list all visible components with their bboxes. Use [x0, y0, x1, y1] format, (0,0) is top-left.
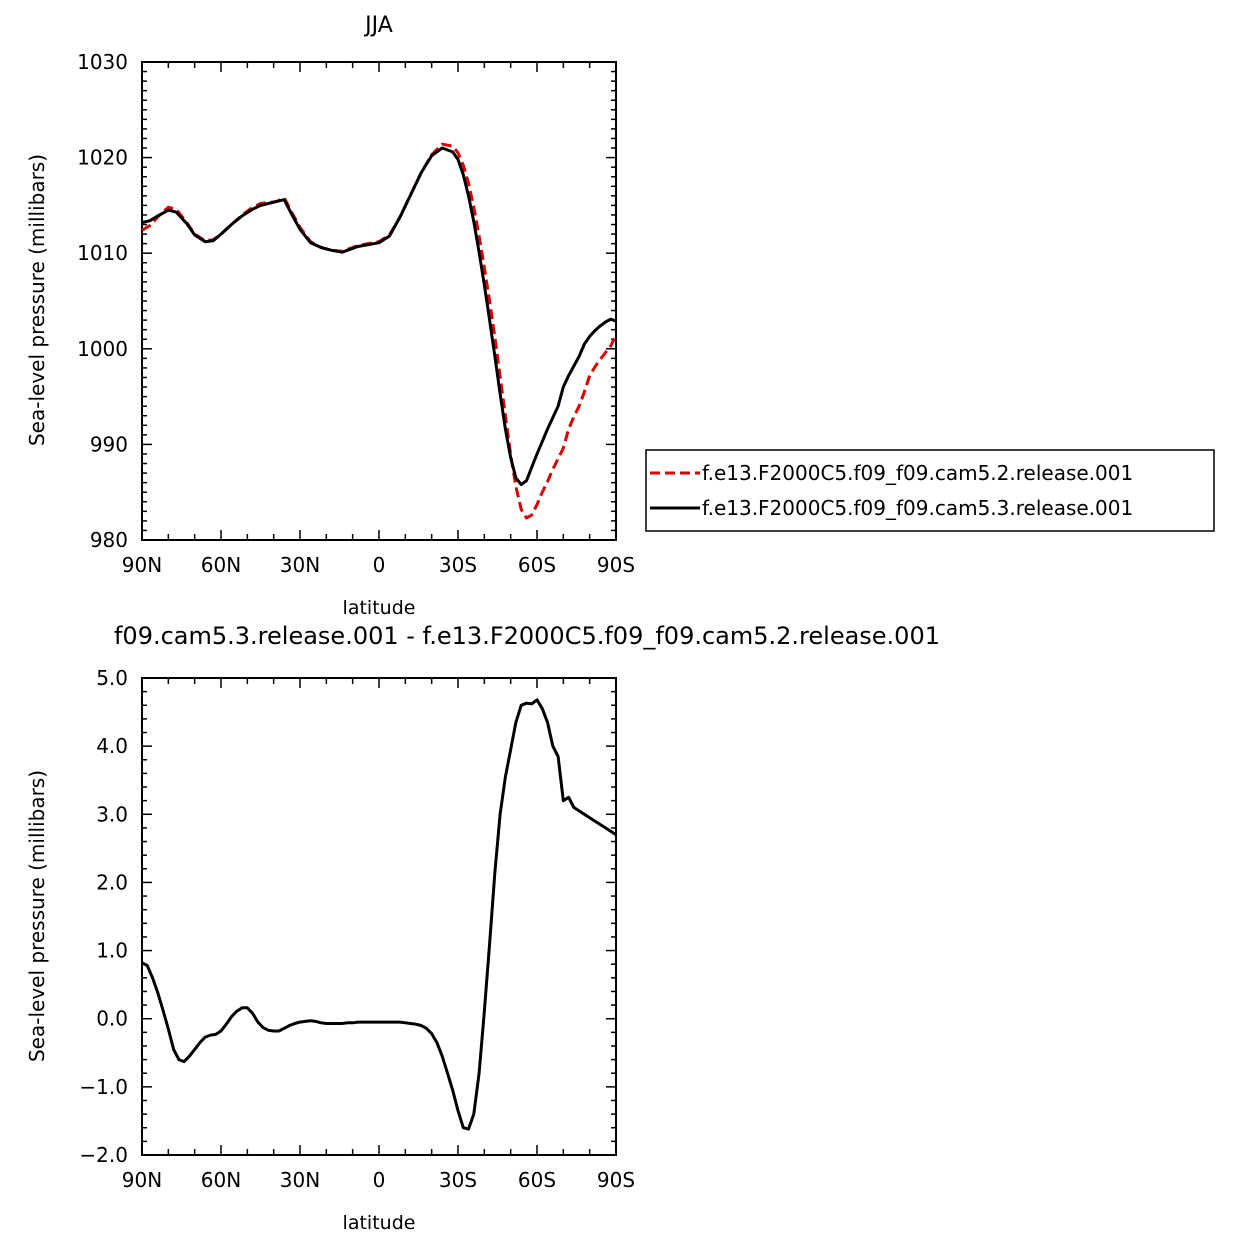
series-line-cam5-2-0 — [142, 142, 616, 520]
x-tick-label: 30N — [280, 1168, 320, 1192]
y-tick-label: 1030 — [77, 50, 128, 74]
x-tick-label: 60N — [201, 1168, 241, 1192]
bottom-chart-y-axis-label: Sea-level pressure (millibars) — [25, 770, 49, 1062]
top-chart-y-axis-label: Sea-level pressure (millibars) — [25, 154, 49, 446]
bottom-chart-title: f09.cam5.3.release.001 - f.e13.F2000C5.f… — [114, 622, 940, 650]
bottom-chart-panel: f09.cam5.3.release.001 - f.e13.F2000C5.f… — [25, 622, 940, 1234]
legend-label-cam5-3: f.e13.F2000C5.f09_f09.cam5.3.release.001 — [702, 496, 1133, 520]
legend-label-cam5-2: f.e13.F2000C5.f09_f09.cam5.2.release.001 — [702, 461, 1133, 485]
y-tick-label: 1010 — [77, 241, 128, 265]
y-tick-label: 5.0 — [96, 666, 128, 690]
legend-box — [645, 449, 1215, 532]
x-tick-label: 30S — [439, 1168, 477, 1192]
x-tick-label: 60N — [201, 553, 241, 577]
x-tick-label: 60S — [518, 553, 556, 577]
bottom-chart-plot-area — [142, 698, 616, 1131]
y-tick-label: 1000 — [77, 337, 128, 361]
x-tick-label: 0 — [373, 553, 386, 577]
y-tick-label: −1.0 — [79, 1075, 128, 1099]
y-tick-label: 1.0 — [96, 939, 128, 963]
x-tick-label: 90N — [122, 1168, 162, 1192]
x-tick-label: 0 — [373, 1168, 386, 1192]
plot-frame — [141, 677, 617, 1156]
x-tick-label: 90N — [122, 553, 162, 577]
series-line-cam5-3-0 — [142, 146, 616, 487]
top-chart-plot-area — [142, 142, 616, 520]
x-tick-label: 30S — [439, 553, 477, 577]
y-tick-label: 990 — [90, 432, 128, 456]
y-tick-label: 980 — [90, 528, 128, 552]
top-chart-panel: JJA Sea-level pressure (millibars) latit… — [25, 13, 635, 619]
bottom-chart-axes: 90N 60N 30N 0 30S 60S 90S −2.0 −1.0 0.0 1.0 2.0 3.0 4… — [79, 666, 635, 1192]
bottom-chart-x-axis-label: latitude — [343, 1212, 416, 1234]
plot-frame — [141, 61, 617, 541]
y-tick-label: 3.0 — [96, 802, 128, 826]
x-tick-label: 90S — [597, 1168, 635, 1192]
x-tick-label: 90S — [597, 553, 635, 577]
top-chart-axes: 90N 60N 30N 0 30S 60S 90S 980 990 1000 1010 1020 103… — [77, 50, 635, 577]
y-tick-label: 0.0 — [96, 1007, 128, 1031]
y-tick-label: 2.0 — [96, 870, 128, 894]
y-tick-label: −2.0 — [79, 1143, 128, 1167]
x-tick-label: 60S — [518, 1168, 556, 1192]
x-tick-label: 30N — [280, 553, 320, 577]
series-line-cam5-3-1 — [142, 698, 616, 1131]
top-chart-x-axis-label: latitude — [343, 597, 416, 619]
y-tick-label: 1020 — [77, 146, 128, 170]
y-tick-label: 4.0 — [96, 734, 128, 758]
top-chart-title: JJA — [363, 13, 393, 38]
top-chart-legend: f.e13.F2000C5.f09_f09.cam5.2.release.001… — [645, 449, 1215, 532]
